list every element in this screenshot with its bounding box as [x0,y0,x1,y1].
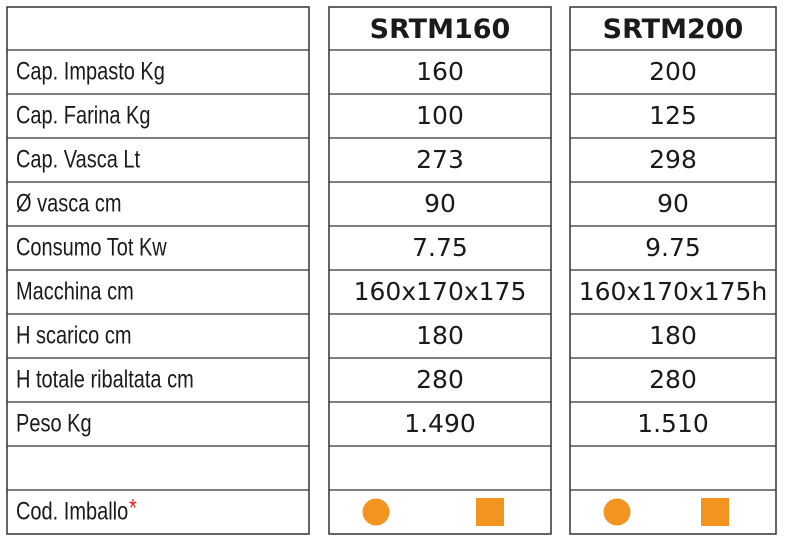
label-group: Cap. Impasto Kg [16,58,165,86]
label-group: Cod. Imballo * [16,495,137,526]
row-label: Cod. Imballo [16,498,128,526]
cell-value: 100 [416,101,464,130]
cell-value: 90 [657,189,689,218]
cell-value: 7.75 [412,233,468,262]
required-marker: * [129,495,137,523]
label-group: Ø vasca cm [16,190,122,218]
label-group: Peso Kg [16,410,92,438]
cell-value: 125 [649,101,697,130]
cell-value: 160x170x175h [579,277,768,306]
cell-value: 9.75 [645,233,701,262]
label-group: Macchina cm [16,278,134,306]
cell-value: 90 [424,189,456,218]
column-header: SRTM160 [370,14,511,45]
cell-value: 1.510 [637,409,709,438]
label-group: H scarico cm [16,322,132,350]
cell-value: 160x170x175 [354,277,527,306]
row-label: Peso Kg [16,410,92,438]
packaging-circle-icon [362,498,390,526]
cell-value: 273 [416,145,464,174]
row-label: Macchina cm [16,278,134,306]
row-label: Cap. Impasto Kg [16,58,165,86]
packaging-square-icon [701,498,729,526]
column-header: SRTM200 [603,14,744,45]
row-label: H totale ribaltata cm [16,366,194,394]
cell-value: 280 [649,365,697,394]
row-label: H scarico cm [16,322,132,350]
label-group: H totale ribaltata cm [16,366,194,394]
packaging-square-icon [476,498,504,526]
cell-value: 180 [416,321,464,350]
label-group: Cap. Farina Kg [16,102,150,130]
cell-value: 298 [649,145,697,174]
cell-value: 180 [649,321,697,350]
label-group: Consumo Tot Kw [16,234,167,262]
cell-value: 1.490 [404,409,476,438]
row-label: Ø vasca cm [16,190,122,218]
cell-value: 200 [649,57,697,86]
row-label: Cap. Vasca Lt [16,146,141,174]
label-group: Cap. Vasca Lt [16,146,141,174]
cell-value: 160 [416,57,464,86]
packaging-circle-icon [603,498,631,526]
row-label: Consumo Tot Kw [16,234,167,262]
row-label: Cap. Farina Kg [16,102,150,130]
cell-value: 280 [416,365,464,394]
